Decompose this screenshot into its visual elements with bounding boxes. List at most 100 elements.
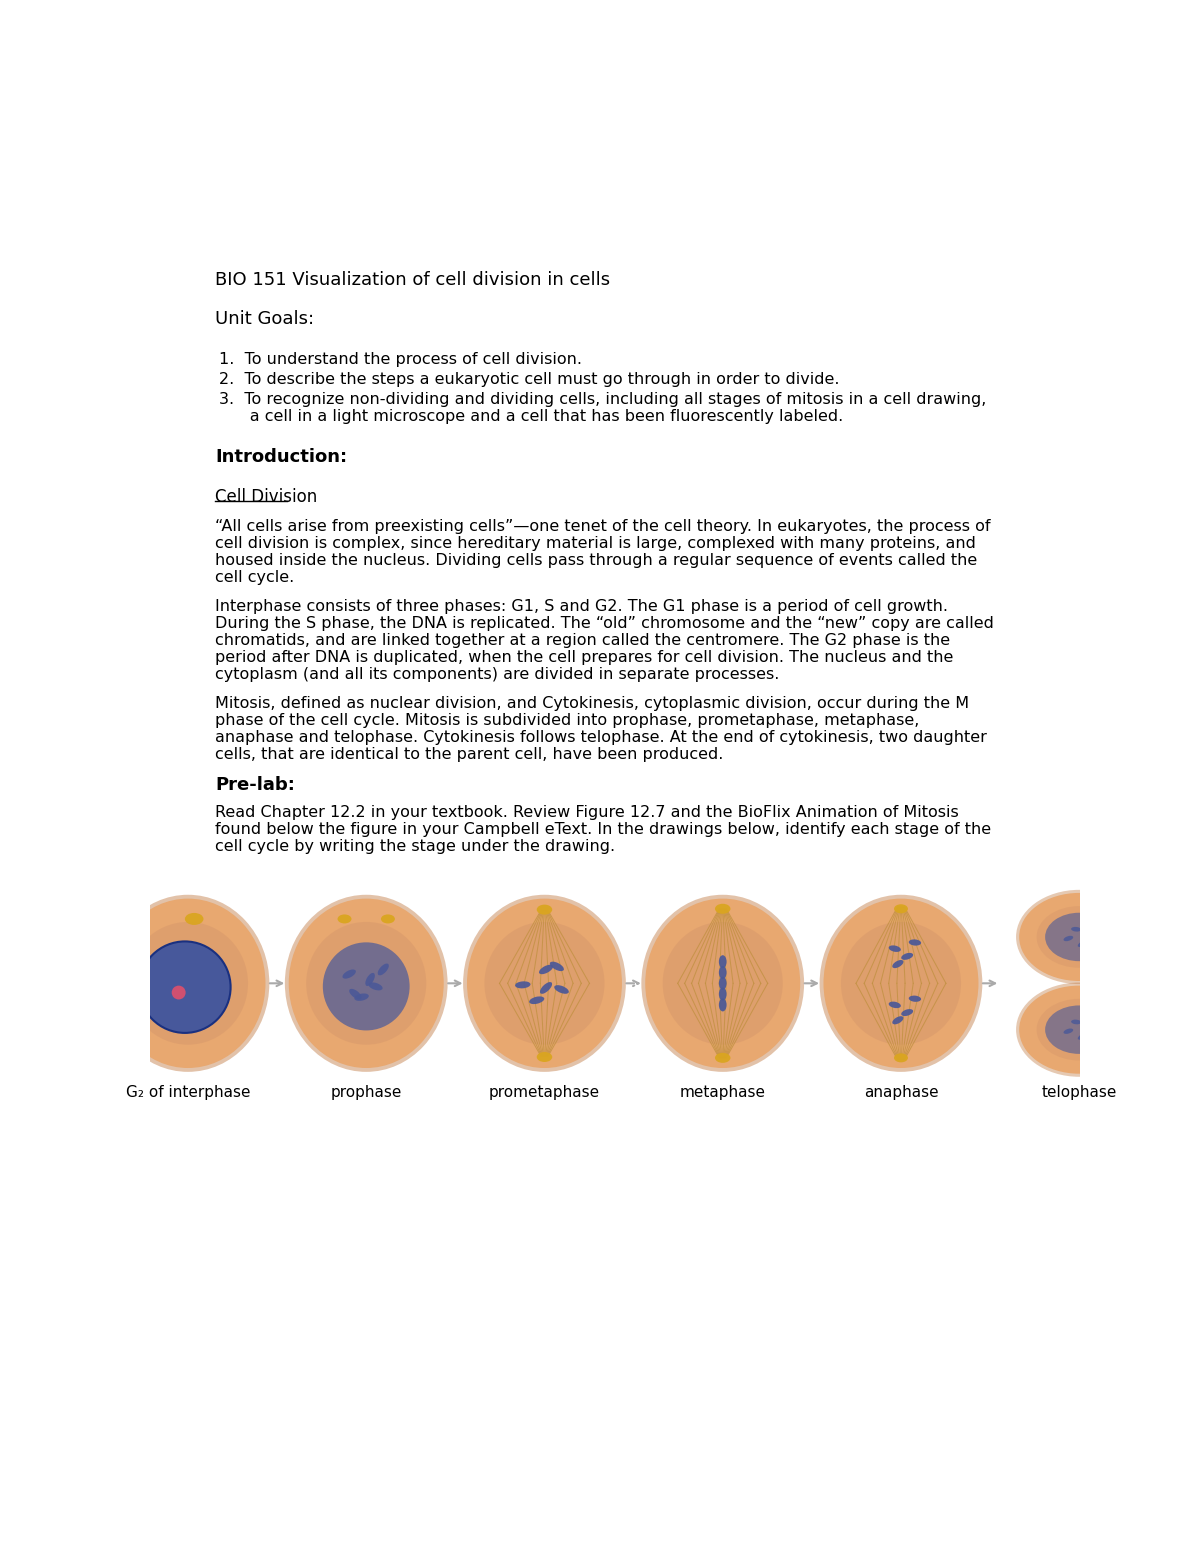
Text: chromatids, and are linked together at a region called the centromere. The G2 ph: chromatids, and are linked together at a… (215, 634, 950, 648)
Ellipse shape (536, 904, 552, 915)
Ellipse shape (378, 963, 389, 975)
Ellipse shape (365, 972, 374, 986)
Ellipse shape (485, 922, 605, 1045)
Ellipse shape (1111, 898, 1122, 904)
Text: G₂ of interphase: G₂ of interphase (126, 1086, 251, 1100)
Ellipse shape (529, 997, 545, 1005)
Ellipse shape (515, 981, 530, 988)
Text: prophase: prophase (330, 1086, 402, 1100)
Text: anaphase and telophase. Cytokinesis follows telophase. At the end of cytokinesis: anaphase and telophase. Cytokinesis foll… (215, 730, 986, 745)
Text: Pre-lab:: Pre-lab: (215, 776, 295, 794)
Ellipse shape (1045, 913, 1114, 961)
Ellipse shape (139, 941, 230, 1033)
Ellipse shape (1072, 927, 1081, 932)
Ellipse shape (467, 899, 622, 1068)
Ellipse shape (1082, 1022, 1092, 1027)
Text: found below the figure in your Campbell eText. In the drawings below, identify e: found below the figure in your Campbell … (215, 823, 991, 837)
Ellipse shape (908, 940, 922, 946)
Ellipse shape (284, 895, 448, 1072)
Text: Unit Goals:: Unit Goals: (215, 309, 314, 328)
Ellipse shape (894, 904, 908, 913)
Text: telophase: telophase (1042, 1086, 1117, 1100)
Ellipse shape (641, 895, 804, 1072)
Text: Read Chapter 12.2 in your textbook. Review Figure 12.7 and the BioFlix Animation: Read Chapter 12.2 in your textbook. Revi… (215, 806, 959, 820)
Text: 1.  To understand the process of cell division.: 1. To understand the process of cell div… (218, 353, 582, 367)
Text: Interphase consists of three phases: G1, S and G2. The G1 phase is a period of c: Interphase consists of three phases: G1,… (215, 599, 948, 613)
Ellipse shape (342, 969, 356, 978)
Text: a cell in a light microscope and a cell that has been fluorescently labeled.: a cell in a light microscope and a cell … (218, 408, 844, 424)
Ellipse shape (380, 915, 395, 924)
Ellipse shape (354, 994, 368, 1000)
Ellipse shape (554, 985, 569, 994)
Ellipse shape (536, 1051, 552, 1062)
Ellipse shape (889, 1002, 901, 1008)
Text: “All cells arise from preexisting cells”—one tenet of the cell theory. In eukary: “All cells arise from preexisting cells”… (215, 519, 991, 534)
Ellipse shape (1063, 1028, 1073, 1034)
Text: 3.  To recognize non-dividing and dividing cells, including all stages of mitosi: 3. To recognize non-dividing and dividin… (218, 391, 986, 407)
Ellipse shape (715, 1053, 731, 1062)
Ellipse shape (1063, 936, 1073, 941)
Ellipse shape (185, 913, 204, 926)
Ellipse shape (128, 922, 248, 1045)
Ellipse shape (1037, 999, 1122, 1061)
Ellipse shape (539, 964, 553, 974)
Text: cytoplasm (and all its components) are divided in separate processes.: cytoplasm (and all its components) are d… (215, 666, 780, 682)
Text: During the S phase, the DNA is replicated. The “old” chromosome and the “new” co: During the S phase, the DNA is replicate… (215, 617, 994, 631)
Text: 2.  To describe the steps a eukaryotic cell must go through in order to divide.: 2. To describe the steps a eukaryotic ce… (218, 371, 840, 387)
Ellipse shape (1037, 905, 1122, 968)
Text: Cell Division: Cell Division (215, 488, 317, 506)
Ellipse shape (646, 899, 800, 1068)
Ellipse shape (550, 961, 564, 971)
Ellipse shape (1045, 1005, 1114, 1054)
Ellipse shape (820, 895, 983, 1072)
Ellipse shape (719, 988, 727, 1000)
Text: period after DNA is duplicated, when the cell prepares for cell division. The nu: period after DNA is duplicated, when the… (215, 649, 954, 665)
Ellipse shape (719, 999, 727, 1011)
Ellipse shape (901, 1009, 913, 1016)
Ellipse shape (662, 922, 782, 1045)
Ellipse shape (841, 922, 961, 1045)
Ellipse shape (894, 1053, 908, 1062)
Text: BIO 151 Visualization of cell division in cells: BIO 151 Visualization of cell division i… (215, 272, 611, 289)
Ellipse shape (1019, 893, 1139, 981)
Text: housed inside the nucleus. Dividing cells pass through a regular sequence of eve: housed inside the nucleus. Dividing cell… (215, 553, 977, 568)
Ellipse shape (107, 895, 269, 1072)
Ellipse shape (1072, 1020, 1081, 1025)
Ellipse shape (889, 946, 901, 952)
Text: anaphase: anaphase (864, 1086, 938, 1100)
Ellipse shape (1016, 983, 1142, 1076)
Text: Introduction:: Introduction: (215, 449, 347, 466)
Ellipse shape (463, 895, 626, 1072)
Ellipse shape (1078, 941, 1087, 947)
Ellipse shape (323, 943, 409, 1031)
Ellipse shape (719, 955, 727, 968)
Ellipse shape (337, 915, 352, 924)
Ellipse shape (893, 960, 904, 968)
Ellipse shape (1016, 890, 1142, 985)
Ellipse shape (1082, 929, 1092, 933)
Ellipse shape (719, 977, 727, 989)
Ellipse shape (540, 981, 552, 994)
Ellipse shape (715, 904, 731, 913)
Ellipse shape (893, 1016, 904, 1025)
Ellipse shape (1078, 1033, 1087, 1039)
Circle shape (172, 986, 186, 1000)
Text: prometaphase: prometaphase (488, 1086, 600, 1100)
Ellipse shape (306, 922, 426, 1045)
Ellipse shape (901, 954, 913, 960)
Text: cell cycle.: cell cycle. (215, 570, 294, 585)
Text: cells, that are identical to the parent cell, have been produced.: cells, that are identical to the parent … (215, 747, 724, 763)
Ellipse shape (368, 983, 383, 991)
Text: cell division is complex, since hereditary material is large, complexed with man: cell division is complex, since heredita… (215, 536, 976, 551)
Text: metaphase: metaphase (679, 1086, 766, 1100)
Ellipse shape (1111, 1062, 1122, 1070)
Ellipse shape (908, 995, 922, 1002)
Ellipse shape (1019, 986, 1139, 1073)
Ellipse shape (289, 899, 444, 1068)
Ellipse shape (110, 899, 265, 1068)
Ellipse shape (349, 989, 361, 1000)
Ellipse shape (719, 966, 727, 978)
Text: cell cycle by writing the stage under the drawing.: cell cycle by writing the stage under th… (215, 839, 616, 854)
Text: phase of the cell cycle. Mitosis is subdivided into prophase, prometaphase, meta: phase of the cell cycle. Mitosis is subd… (215, 713, 919, 728)
Text: Mitosis, defined as nuclear division, and Cytokinesis, cytoplasmic division, occ: Mitosis, defined as nuclear division, an… (215, 696, 970, 711)
